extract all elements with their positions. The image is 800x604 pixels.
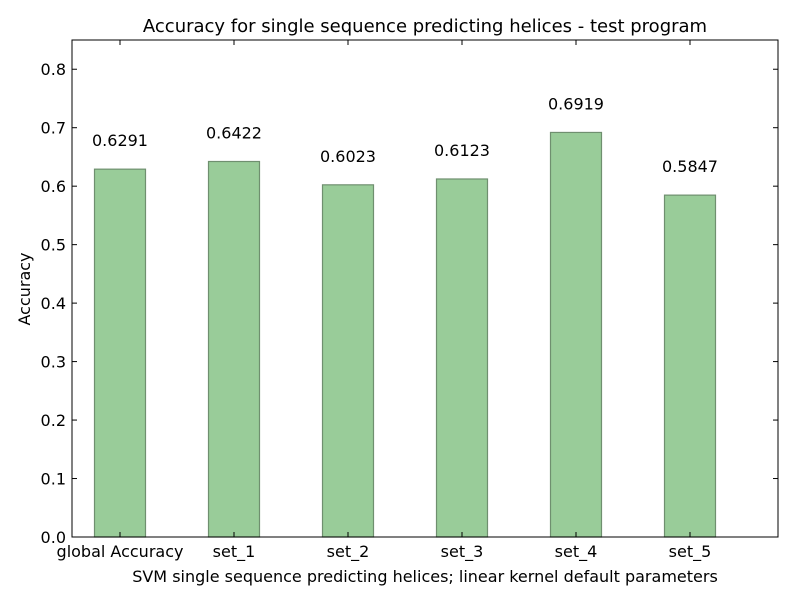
bar-value-label-0: 0.6291	[92, 131, 148, 150]
x-tick-label-5: set_5	[669, 542, 712, 562]
value-labels-layer: 0.6291 0.6422 0.6023 0.6123 0.6919 0.5847	[92, 94, 718, 176]
xtick-labels-layer: global Accuracy set_1 set_2 set_3 set_4 set_5	[57, 542, 712, 562]
ytick-labels-layer: 0.0 0.1 0.2 0.3 0.4 0.5 0.6 0.7 0.8	[41, 60, 66, 547]
bar-value-label-5: 0.5847	[662, 157, 718, 176]
y-tick-label-7: 0.7	[41, 119, 66, 138]
x-tick-label-0: global Accuracy	[57, 542, 184, 561]
y-tick-label-1: 0.1	[41, 470, 66, 489]
bars-layer	[93, 131, 717, 538]
ticks-layer	[72, 40, 778, 538]
bar-value-label-1: 0.6422	[206, 124, 262, 143]
x-tick-label-1: set_1	[213, 542, 256, 562]
y-tick-label-0: 0.0	[41, 528, 66, 547]
bar-value-label-3: 0.6123	[434, 141, 490, 160]
bar-5	[663, 194, 717, 538]
y-tick-label-6: 0.6	[41, 177, 66, 196]
bar-3	[435, 178, 489, 538]
y-tick-label-4: 0.4	[41, 294, 66, 313]
bar-0	[93, 168, 147, 538]
y-axis-label: Accuracy	[15, 252, 34, 325]
x-axis-label: SVM single sequence predicting helices; …	[132, 567, 718, 586]
x-tick-label-3: set_3	[441, 542, 484, 562]
x-tick-label-2: set_2	[327, 542, 370, 562]
y-tick-label-3: 0.3	[41, 353, 66, 372]
y-tick-label-5: 0.5	[41, 236, 66, 255]
bar-2	[321, 184, 375, 538]
y-tick-label-2: 0.2	[41, 411, 66, 430]
chart-title: Accuracy for single sequence predicting …	[143, 16, 707, 37]
y-tick-label-8: 0.8	[41, 60, 66, 79]
plot-frame	[71, 39, 779, 538]
bar-1	[207, 160, 261, 538]
bar-value-label-4: 0.6919	[548, 94, 604, 113]
x-tick-label-4: set_4	[555, 542, 598, 562]
bar-value-label-2: 0.6023	[320, 147, 376, 166]
bar-4	[549, 131, 603, 538]
